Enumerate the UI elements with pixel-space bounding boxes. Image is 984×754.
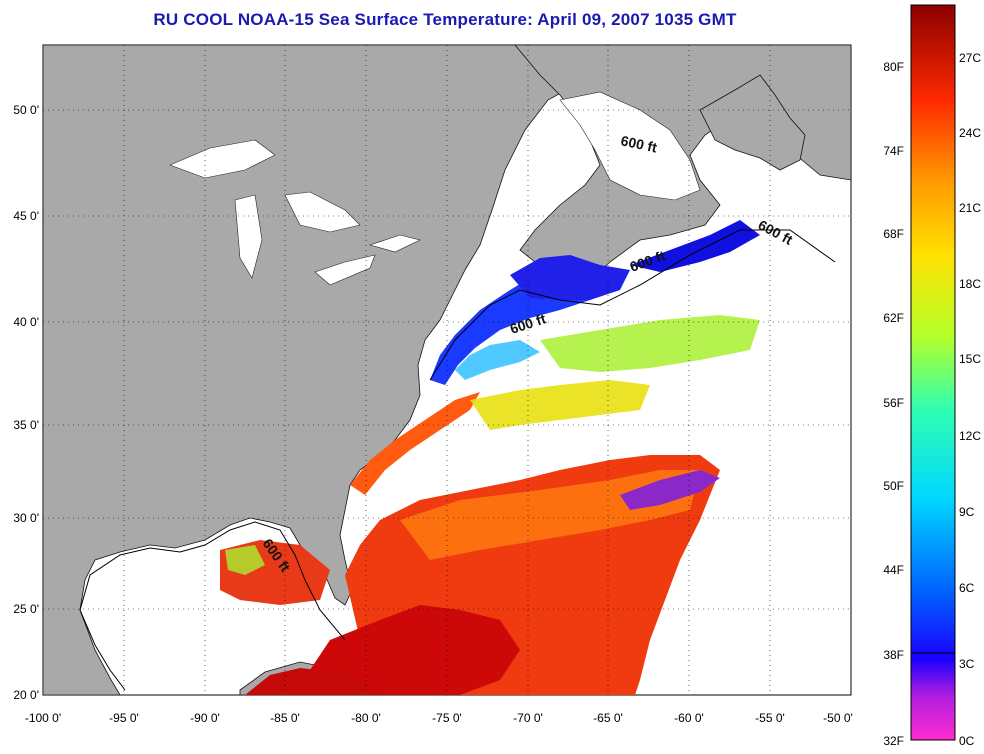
colorbar-f-label: 68F — [883, 227, 904, 241]
sst-purple-edge — [620, 470, 720, 510]
sst-gulf-mexico-cool — [225, 545, 265, 575]
sst-caribbean — [245, 668, 380, 695]
sst-scotian-shelf — [630, 220, 760, 272]
colorbar-f-label: 62F — [883, 311, 904, 325]
colorbar-f-label: 44F — [883, 563, 904, 577]
lat-tick-label: 20 0' — [13, 688, 39, 702]
sst-slope-yellow — [470, 380, 650, 430]
sst-green-patches — [540, 315, 760, 372]
colorbar-c-label: 21C — [959, 201, 981, 215]
lat-tick-label: 50 0' — [13, 103, 39, 117]
colorbar-f-label: 80F — [883, 60, 904, 74]
great-lakes — [169, 139, 421, 286]
lat-tick-label: 30 0' — [13, 511, 39, 525]
lon-tick-label: -50 0' — [823, 711, 853, 725]
map-content — [43, 45, 851, 695]
colorbar-c-label: 24C — [959, 126, 981, 140]
colorbar-c-label: 15C — [959, 352, 981, 366]
colorbar-c-label: 9C — [959, 505, 975, 519]
lon-tick-label: -90 0' — [190, 711, 220, 725]
colorbar-c-label: 27C — [959, 51, 981, 65]
land-newfoundland — [699, 74, 806, 171]
lat-tick-labels: 20 0' 25 0' 30 0' 35 0' 40 0' 45 0' 50 0… — [13, 103, 39, 702]
lat-tick-label: 45 0' — [13, 209, 39, 223]
gulf-st-lawrence — [559, 91, 701, 201]
map-title: RU COOL NOAA-15 Sea Surface Temperature:… — [153, 10, 737, 29]
lon-tick-label: -95 0' — [109, 711, 139, 725]
lon-tick-label: -55 0' — [755, 711, 785, 725]
isobath-600ft — [79, 229, 836, 691]
colorbar-f-label: 74F — [883, 144, 904, 158]
lon-tick-label: -60 0' — [674, 711, 704, 725]
lon-tick-labels: -100 0' -95 0' -90 0' -85 0' -80 0' -75 … — [25, 711, 853, 725]
land-north-america — [43, 45, 576, 695]
colorbar-c-label: 12C — [959, 429, 981, 443]
colorbar-f-label: 56F — [883, 396, 904, 410]
lon-tick-label: -100 0' — [25, 711, 61, 725]
colorbar-f-label: 32F — [883, 734, 904, 748]
colorbar-c-label: 6C — [959, 581, 975, 595]
sst-cyan-shelf — [455, 340, 540, 380]
lon-tick-label: -80 0' — [351, 711, 381, 725]
contour-label-1: 600 ft — [619, 132, 658, 155]
sst-hot-core — [310, 605, 520, 695]
colorbar-c-label: 3C — [959, 657, 975, 671]
colorbar-f-label: 38F — [883, 648, 904, 662]
sst-orange-band — [400, 470, 700, 560]
lon-tick-label: -65 0' — [593, 711, 623, 725]
graticule — [43, 45, 851, 695]
colorbar-c-label: 0C — [959, 734, 975, 748]
colorbar-c-label: 18C — [959, 277, 981, 291]
sst-gulf-stream — [350, 392, 480, 495]
colorbar-f-label: 50F — [883, 479, 904, 493]
colorbar-gradient — [910, 4, 956, 741]
colorbar: 80F 74F 68F 62F 56F 50F 44F 38F 32F 27C … — [883, 4, 981, 748]
lat-tick-label: 25 0' — [13, 602, 39, 616]
lon-tick-label: -70 0' — [513, 711, 543, 725]
lon-tick-label: -85 0' — [270, 711, 300, 725]
lon-tick-label: -75 0' — [432, 711, 462, 725]
lat-tick-label: 40 0' — [13, 315, 39, 329]
sst-gulf-of-maine — [510, 255, 630, 300]
lat-tick-label: 35 0' — [13, 418, 39, 432]
